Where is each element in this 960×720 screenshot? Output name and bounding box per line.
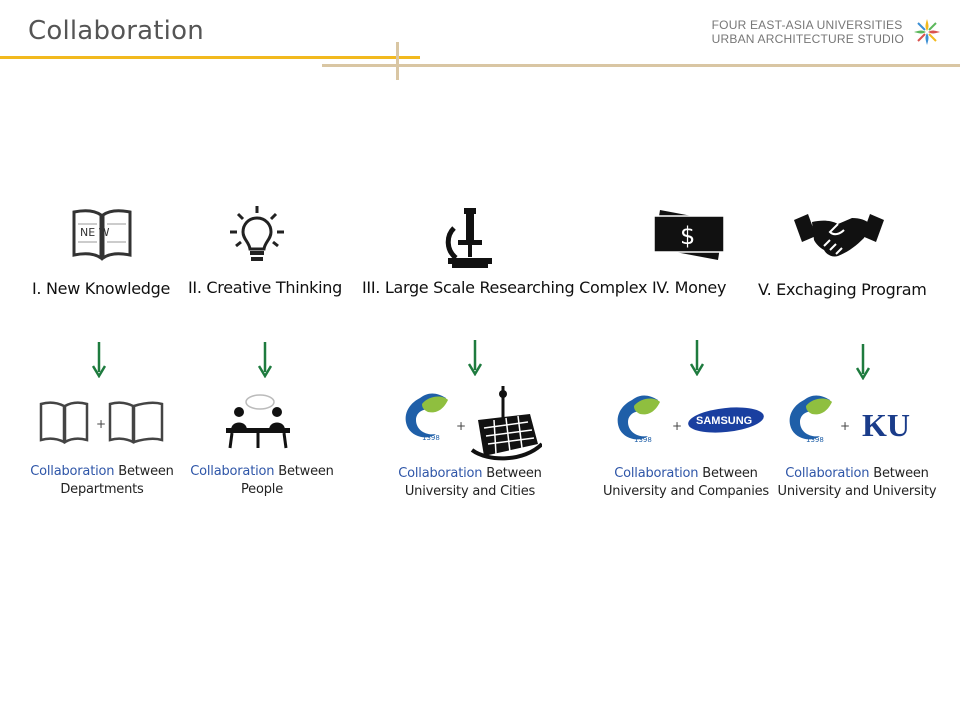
collab-rest: Between [869, 466, 929, 481]
collab-caption: Collaboration Between People [186, 463, 338, 499]
collab-caption: Collaboration Between University and Cit… [394, 465, 546, 501]
univ-year: 1398 [422, 434, 440, 442]
down-arrow-icon [856, 344, 870, 380]
item-label: II. Creative Thinking [188, 278, 342, 297]
collab-line-2: People [241, 482, 283, 497]
down-arrow-icon [92, 342, 106, 378]
page-title: Collaboration [28, 16, 204, 46]
gold-rule [0, 56, 420, 59]
university-plus-city-icon: 1398 + [405, 386, 542, 461]
studio-logo-icon [914, 19, 940, 45]
book-new-icon: NE W [72, 209, 132, 261]
collab-highlight: Collaboration [30, 464, 115, 479]
org-name: FOUR EAST-ASIA UNIVERSITIES URBAN ARCHIT… [712, 18, 904, 46]
univ-year: 1398 [634, 436, 652, 444]
down-arrow-icon [258, 342, 272, 378]
plus-sign: + [96, 417, 106, 431]
item-label: IV. Money [652, 278, 727, 297]
university-plus-ku-icon: 1398 + KU [789, 395, 910, 444]
collab-line-2: University and Cities [404, 484, 536, 499]
lightbulb-icon [230, 206, 284, 261]
collab-highlight: Collaboration [190, 464, 275, 479]
org-line-2: URBAN ARCHITECTURE STUDIO [711, 32, 904, 46]
collab-caption: Collaboration Between University and Com… [598, 465, 774, 501]
down-arrow-icon [690, 340, 704, 376]
samsung-text: SAMSUNG [696, 415, 752, 427]
collab-caption: Collaboration Between Departments [28, 463, 176, 499]
collab-rest: Between [114, 464, 174, 479]
plus-sign: + [672, 419, 682, 433]
beige-rule [322, 64, 960, 67]
money-symbol: $ [680, 222, 695, 250]
plus-sign: + [840, 419, 850, 433]
down-arrow-icon [468, 340, 482, 376]
univ-year: 1398 [806, 436, 824, 444]
people-meeting-icon [226, 394, 290, 449]
collab-caption: Collaboration Between University and Uni… [774, 465, 940, 501]
item-label: I. New Knowledge [32, 279, 171, 298]
banknote-icon: $ [653, 210, 725, 260]
collab-line-2: University and Companies [602, 484, 770, 499]
handshake-icon [794, 214, 884, 257]
collab-rest: Between [274, 464, 334, 479]
collab-line-2: University and University [777, 484, 937, 499]
collab-highlight: Collaboration [785, 466, 870, 481]
item-label: III. Large Scale Researching Complex [362, 278, 648, 297]
book-text: NE W [80, 226, 110, 239]
university-plus-samsung-icon: 1398 + SAMSUNG [617, 395, 764, 444]
org-line-1: FOUR EAST-ASIA UNIVERSITIES [711, 18, 903, 32]
collab-rest: Between [482, 466, 542, 481]
microscope-icon [445, 208, 492, 268]
collab-line-2: Departments [60, 482, 144, 497]
collab-highlight: Collaboration [614, 466, 699, 481]
collab-highlight: Collaboration [398, 466, 483, 481]
collab-rest: Between [698, 466, 758, 481]
book-plus-book-icon: + [39, 401, 164, 445]
item-label: V. Exchaging Program [758, 280, 927, 299]
ku-text: KU [862, 407, 910, 443]
rule-tick [396, 42, 399, 80]
plus-sign: + [456, 419, 466, 433]
